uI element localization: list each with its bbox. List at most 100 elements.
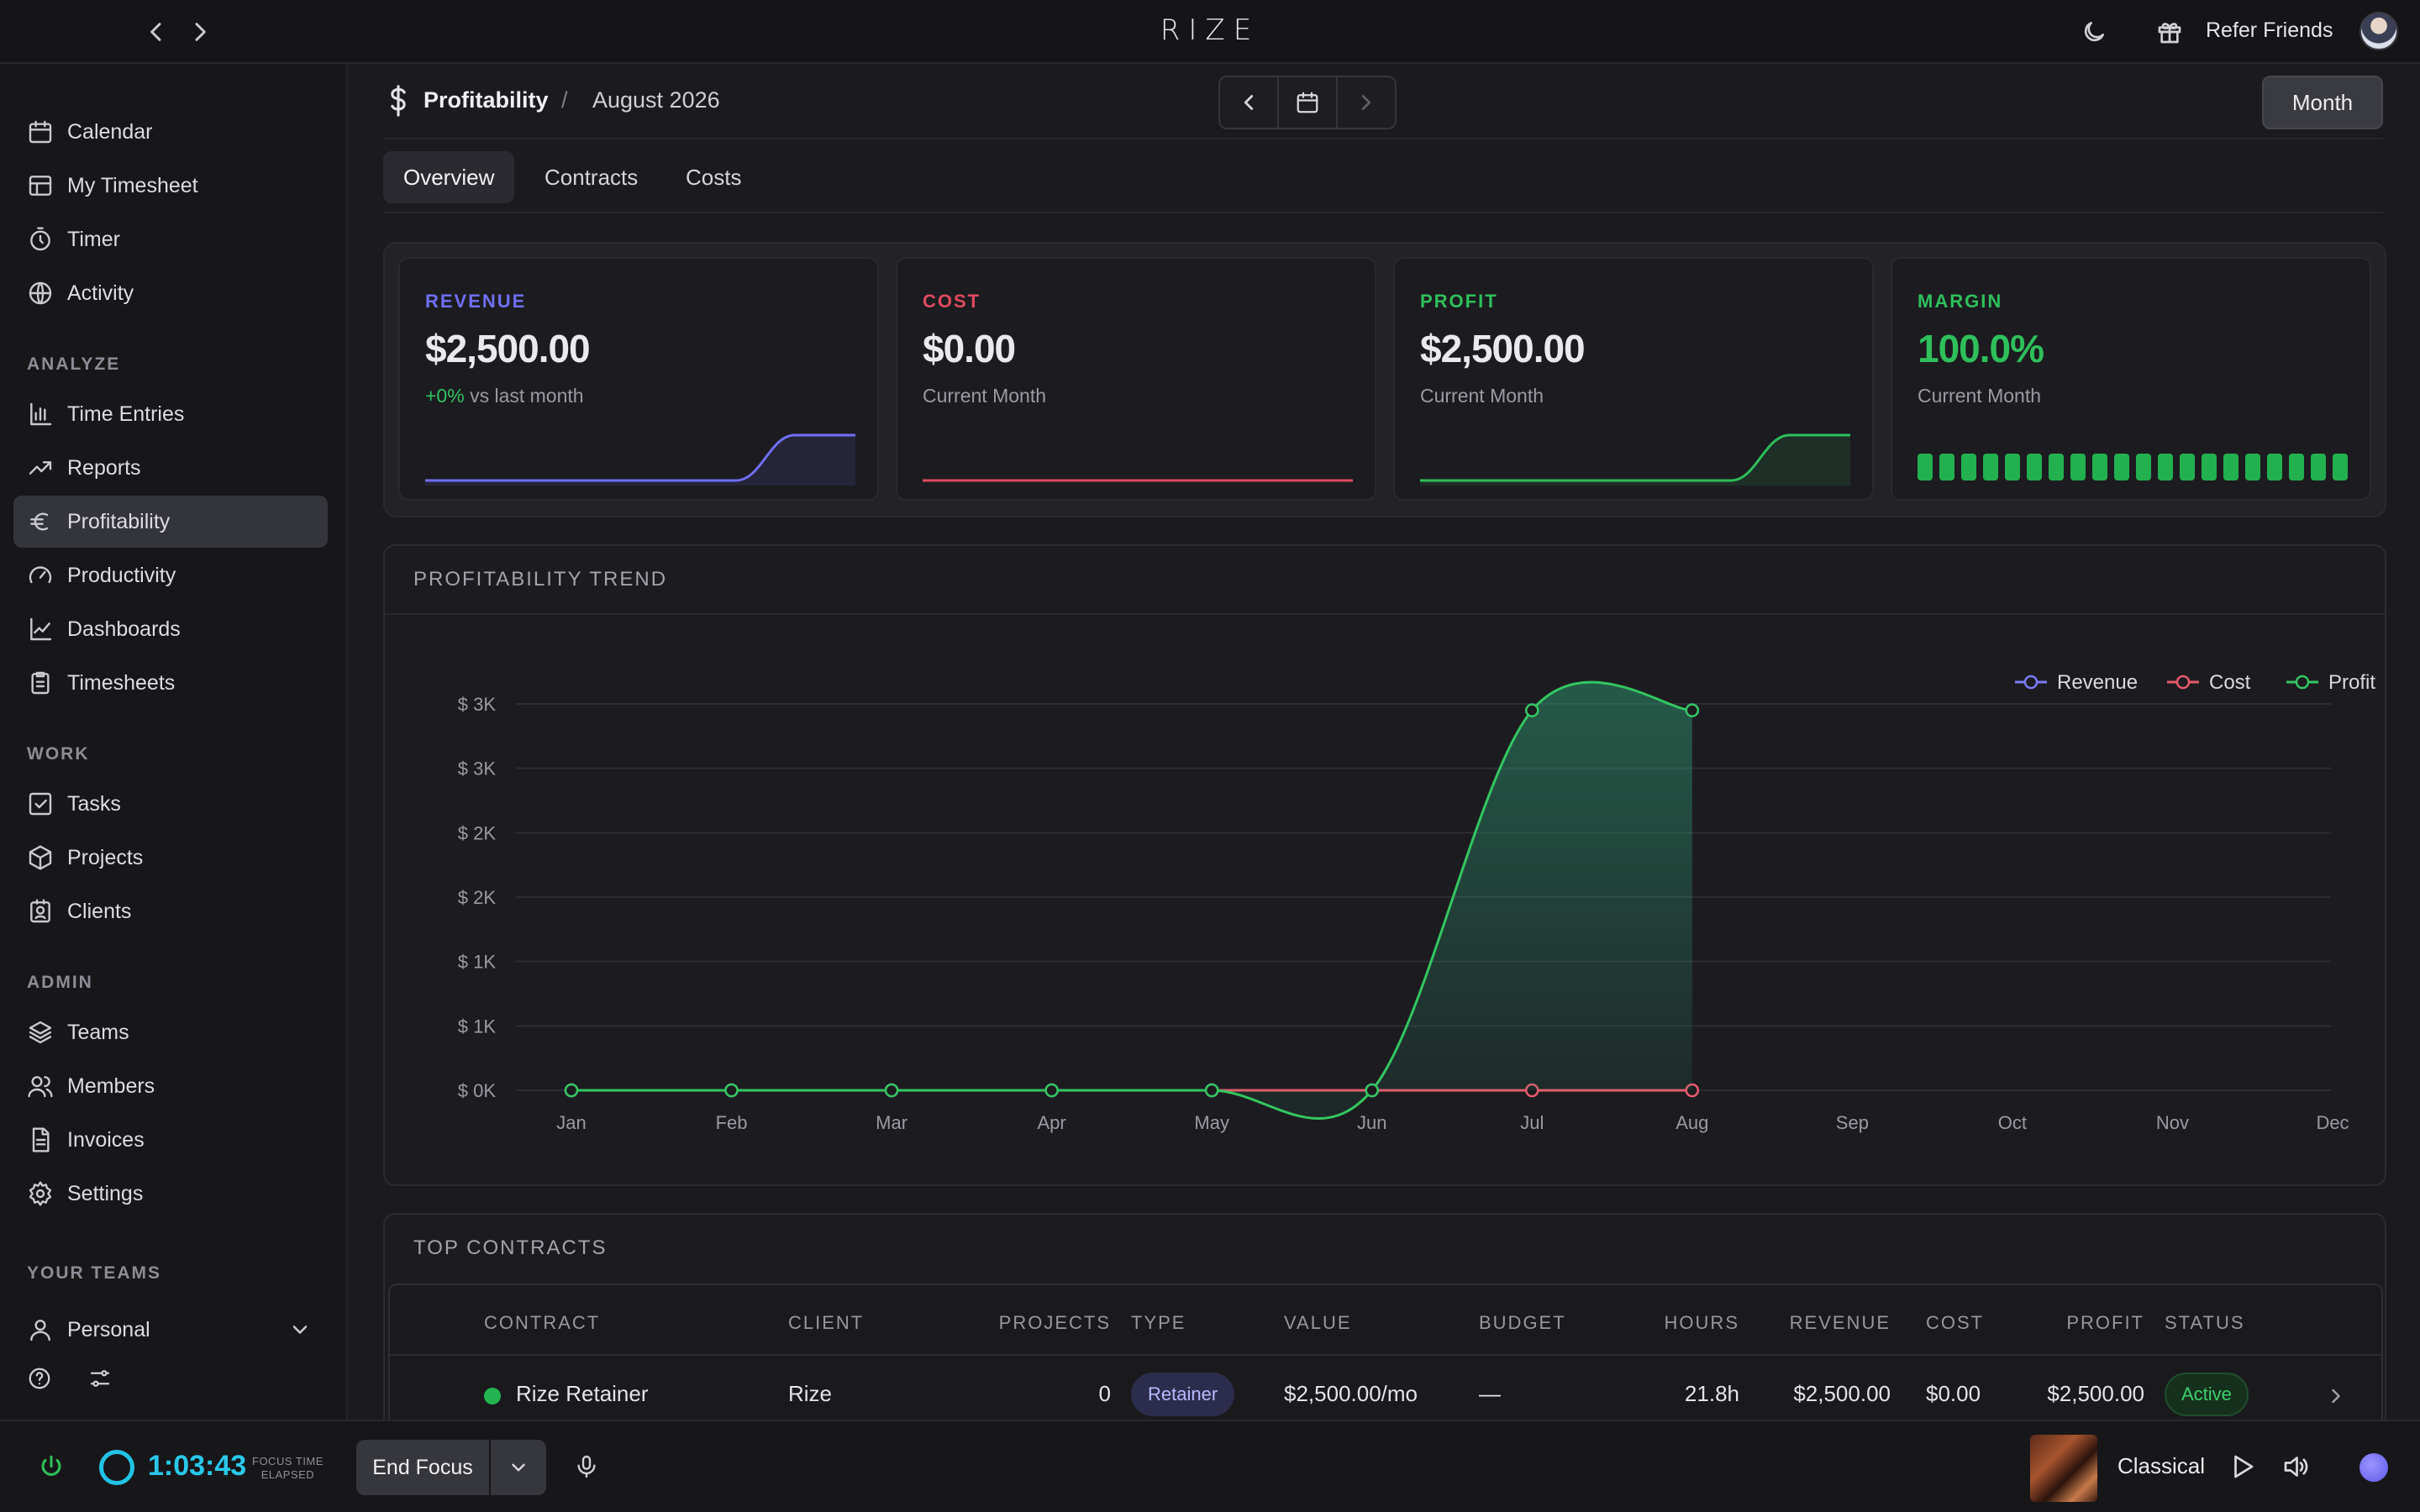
x-tick-label: Feb [716,1112,748,1133]
cost-card: COST $0.00 Current Month [896,257,1376,501]
sidebar-item-productivity[interactable]: Productivity [13,549,328,601]
sidebar-item-invoices[interactable]: Invoices [13,1114,328,1166]
refer-friends-link[interactable]: Refer Friends [2206,18,2333,42]
calendar-icon [1297,92,1318,113]
play-icon[interactable] [2227,1452,2257,1482]
sidebar-item-label: Personal [67,1317,150,1341]
column-header-contract: CONTRACT [484,1312,601,1333]
date-picker-button[interactable] [1279,77,1338,128]
bar-chart-icon [30,402,52,426]
contract-name[interactable]: Rize Retainer [516,1381,649,1406]
sidebar-item-timesheets[interactable]: Timesheets [13,657,328,709]
margin-meter-segment [2267,454,2282,480]
y-tick-label: $ 2K [458,887,497,908]
stopwatch-icon [30,227,50,251]
trend-title: PROFITABILITY TREND [413,568,668,591]
margin-meter-segment [1983,454,1998,480]
next-period-button[interactable] [1338,77,1395,128]
sidebar-item-settings[interactable]: Settings [13,1168,328,1220]
column-header-budget: BUDGET [1479,1312,1566,1333]
column-header-type: TYPE [1131,1312,1186,1333]
focus-bar: 1:03:43 FOCUS TIME ELAPSED End Focus Cla… [0,1420,2420,1512]
period-mode-button[interactable]: Month [2262,76,2383,129]
gift-icon[interactable] [2156,18,2183,45]
layers-icon [29,1021,52,1044]
album-art[interactable] [2030,1435,2097,1502]
column-header-projects: PROJECTS [998,1312,1111,1333]
sidebar-item-activity[interactable]: Activity [13,267,328,319]
profit-label: PROFIT [1420,291,1498,312]
margin-meter-segment [2333,454,2348,480]
sidebar-item-teams[interactable]: Teams [13,1006,328,1058]
sidebar-item-label: Time Entries [67,402,185,426]
contract-profit: $2,500.00 [2047,1381,2144,1406]
microphone-icon[interactable] [573,1453,600,1480]
forward-arrow-icon[interactable] [187,18,213,45]
invoice-icon [32,1127,50,1152]
sidebar-item-label: Dashboards [67,617,181,641]
page-title: Profitability [424,87,549,113]
chevron-down-icon[interactable] [288,1318,312,1341]
previous-period-button[interactable] [1220,77,1279,128]
trend-divider [385,613,2385,615]
moon-icon[interactable] [2081,18,2107,45]
chevron-right-icon[interactable] [2324,1384,2348,1408]
margin-card: MARGIN 100.0% Current Month [1891,257,2371,501]
sidebar-item-label: Productivity [67,563,176,587]
profit-point [1685,703,1700,717]
clipboard-icon [31,671,50,695]
sidebar-item-time-entries[interactable]: Time Entries [13,388,328,440]
tab-contracts[interactable]: Contracts [544,164,639,190]
section-heading-work: WORK [27,744,90,764]
sidebar-item-tasks[interactable]: Tasks [13,778,328,830]
back-arrow-icon[interactable] [143,18,170,45]
assistant-orb[interactable] [2360,1453,2388,1482]
sidebar-item-timer[interactable]: Timer [13,213,328,265]
sidebar-item-calendar[interactable]: Calendar [13,106,328,158]
sidebar-item-label: Timesheets [67,670,176,695]
sidebar-item-label: Tasks [67,791,121,816]
box-icon [29,845,52,870]
sidebar-item-my-timesheet[interactable]: My Timesheet [13,160,328,212]
revenue-sub: vs last month [470,385,584,407]
trending-up-icon [29,461,52,475]
end-focus-button[interactable]: End Focus [356,1440,489,1495]
column-header-value: VALUE [1284,1312,1352,1333]
sidebar-item-clients[interactable]: Clients [13,885,328,937]
help-icon[interactable] [27,1366,52,1391]
x-tick-label: Dec [2316,1112,2349,1133]
globe-icon [29,281,52,305]
track-name: Classical [2118,1453,2206,1478]
sliders-icon[interactable] [87,1366,113,1391]
margin-meter-segment [2180,454,2195,480]
tab-costs[interactable]: Costs [686,164,742,190]
margin-value: 100.0% [1918,327,2044,370]
power-icon[interactable] [37,1453,66,1482]
focus-progress-ring [99,1450,134,1485]
margin-meter-segment [1918,454,1933,480]
sidebar-item-members[interactable]: Members [13,1060,328,1112]
sidebar-item-label: Settings [67,1181,144,1205]
user-avatar[interactable] [2360,12,2398,50]
margin-label: MARGIN [1918,291,2003,312]
section-heading-analyze: ANALYZE [27,354,121,374]
tab-overview[interactable]: Overview [383,151,515,203]
team-selector-personal[interactable]: Personal [13,1304,328,1356]
margin-meter-segment [2005,454,2020,480]
profit-point [564,1083,579,1098]
sidebar-item-profitability[interactable]: Profitability [13,496,328,548]
sidebar-item-dashboards[interactable]: Dashboards [13,603,328,655]
profit-point [1525,703,1539,717]
period-navigator [1218,76,1397,129]
legend-revenue-marker [2023,675,2039,690]
y-tick-label: $ 3K [458,694,497,715]
breadcrumb-separator: / [561,87,568,113]
end-focus-dropdown[interactable] [491,1440,546,1495]
sidebar-item-projects[interactable]: Projects [13,832,328,884]
status-badge: Active [2165,1373,2249,1416]
volume-icon[interactable] [2281,1452,2311,1482]
sidebar-item-reports[interactable]: Reports [13,442,328,494]
margin-meter-segment [2245,454,2260,480]
profitability-trend-chart: $ 0K $ 1K $ 1K $ 2K $ 2K $ 3K $ 3K Jan Feb Mar Apr… [458,671,2376,1133]
profit-area [571,682,1692,1119]
